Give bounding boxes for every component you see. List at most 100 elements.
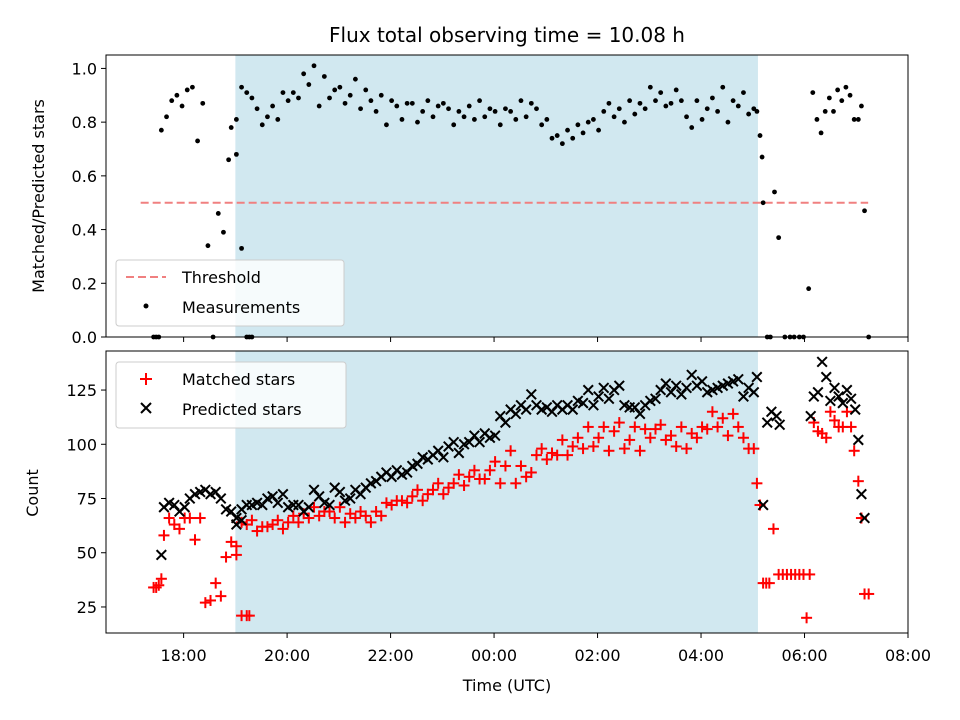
measurement-point: [451, 122, 457, 128]
predicted-star-point: [837, 397, 849, 409]
measurement-point: [559, 141, 565, 147]
predicted-star-point: [525, 388, 537, 400]
measurement-point: [539, 122, 545, 128]
measurement-point: [420, 109, 426, 114]
measurement-point: [591, 117, 596, 122]
x-tick-label: 08:00: [885, 646, 931, 665]
measurement-point: [647, 84, 653, 90]
matched-star-point: [639, 423, 651, 435]
matched-star-point: [801, 612, 813, 624]
measurement-point: [404, 100, 410, 106]
predicted-star-point: [751, 371, 763, 383]
measurement-point: [446, 106, 451, 112]
measurement-point: [616, 106, 622, 112]
matched-star-point: [567, 440, 579, 452]
measurement-point: [835, 87, 841, 93]
y-tick-label: 1.0: [72, 59, 97, 78]
measurement-point: [399, 117, 405, 122]
predicted-star-point: [582, 384, 594, 396]
matched-star-point: [706, 406, 718, 418]
predicted-star-point: [277, 488, 289, 500]
x-tick-label: 02:00: [574, 646, 620, 665]
measurement-point: [259, 122, 265, 128]
y-tick-label: 0.6: [72, 167, 97, 186]
predicted-star-point: [757, 499, 769, 511]
measurement-point: [642, 106, 648, 112]
matched-star-point: [824, 406, 836, 418]
matched-star-point: [427, 484, 439, 496]
matched-star-point: [308, 501, 320, 513]
top-y-ticks: 0.0 0.2 0.4 0.6 0.8 1.0: [72, 59, 106, 347]
measurement-point: [596, 127, 601, 133]
matched-star-point: [722, 430, 734, 442]
measurement-point: [244, 90, 250, 95]
measurement-point: [275, 117, 281, 122]
matched-star-point: [432, 477, 444, 489]
matched-star-point: [153, 579, 165, 591]
measurement-point: [347, 92, 353, 98]
matched-star-point: [243, 610, 255, 622]
matched-star-point: [624, 434, 636, 446]
measurement-point: [814, 117, 820, 122]
measurement-point: [174, 92, 180, 98]
measurement-point: [435, 103, 441, 109]
measurements-legend-label: Measurements: [182, 298, 300, 317]
predicted-star-point: [696, 375, 708, 387]
predicted-star-point: [453, 447, 465, 459]
matched-star-point: [360, 510, 372, 522]
measurement-point: [601, 109, 607, 114]
measurement-point: [249, 95, 255, 101]
measurement-point: [477, 98, 482, 104]
matched-star-point: [848, 445, 860, 457]
matched-star-point: [292, 516, 304, 528]
predicted-star-point: [593, 391, 605, 403]
matched-star-point: [417, 495, 429, 507]
matched-star-point: [629, 421, 641, 433]
predicted-star-point: [437, 451, 449, 463]
measurement-point: [205, 243, 211, 249]
x-tick-label: 06:00: [781, 646, 827, 665]
matched-star-point: [593, 432, 605, 444]
matched-star-point: [737, 432, 749, 444]
measurement-point: [184, 87, 190, 93]
measurement-point: [826, 95, 832, 101]
matched-star-point: [515, 460, 527, 472]
measurement-point: [368, 98, 374, 104]
matched-star-point: [691, 432, 703, 444]
measurement-point: [678, 98, 684, 104]
measurement-point: [754, 109, 760, 114]
measurement-point: [663, 103, 669, 109]
matched-star-point: [577, 443, 589, 455]
y-tick-label: 50: [77, 544, 97, 563]
matched-star-point: [644, 432, 656, 444]
measurement-point: [164, 114, 169, 120]
measurement-point: [373, 109, 379, 114]
predicted-stars-layer: [155, 356, 871, 561]
measurement-point: [280, 90, 286, 95]
measurement-point: [831, 109, 836, 114]
matched-star-point: [732, 421, 744, 433]
measurement-point: [757, 133, 763, 138]
measurement-point: [523, 114, 529, 120]
matched-star-point: [494, 477, 506, 489]
predicted-star-point: [686, 369, 698, 381]
matched-star-point: [365, 516, 377, 528]
measurement-point: [806, 286, 812, 292]
matched-star-point: [230, 540, 242, 552]
measurement-point: [715, 109, 720, 114]
matched-star-point: [717, 412, 729, 424]
measurement-point: [627, 98, 633, 104]
predicted-star-point: [816, 356, 828, 368]
matched-star-point: [489, 456, 501, 468]
measurement-point: [265, 114, 270, 120]
bottom-panel: 25 50 75 100 125 18:00 20:00 22:00 00:00 02:00 04…: [23, 350, 931, 695]
measurement-point: [306, 82, 312, 87]
predicted-star-point: [499, 417, 511, 429]
bottom-y-axis-label: Count: [23, 469, 42, 517]
measurement-point: [668, 100, 674, 106]
matched-star-point: [155, 573, 167, 585]
predicted-star-point: [805, 410, 817, 422]
matched-star-point: [863, 588, 875, 600]
measurement-point: [843, 84, 849, 90]
matched-star-point: [448, 477, 460, 489]
